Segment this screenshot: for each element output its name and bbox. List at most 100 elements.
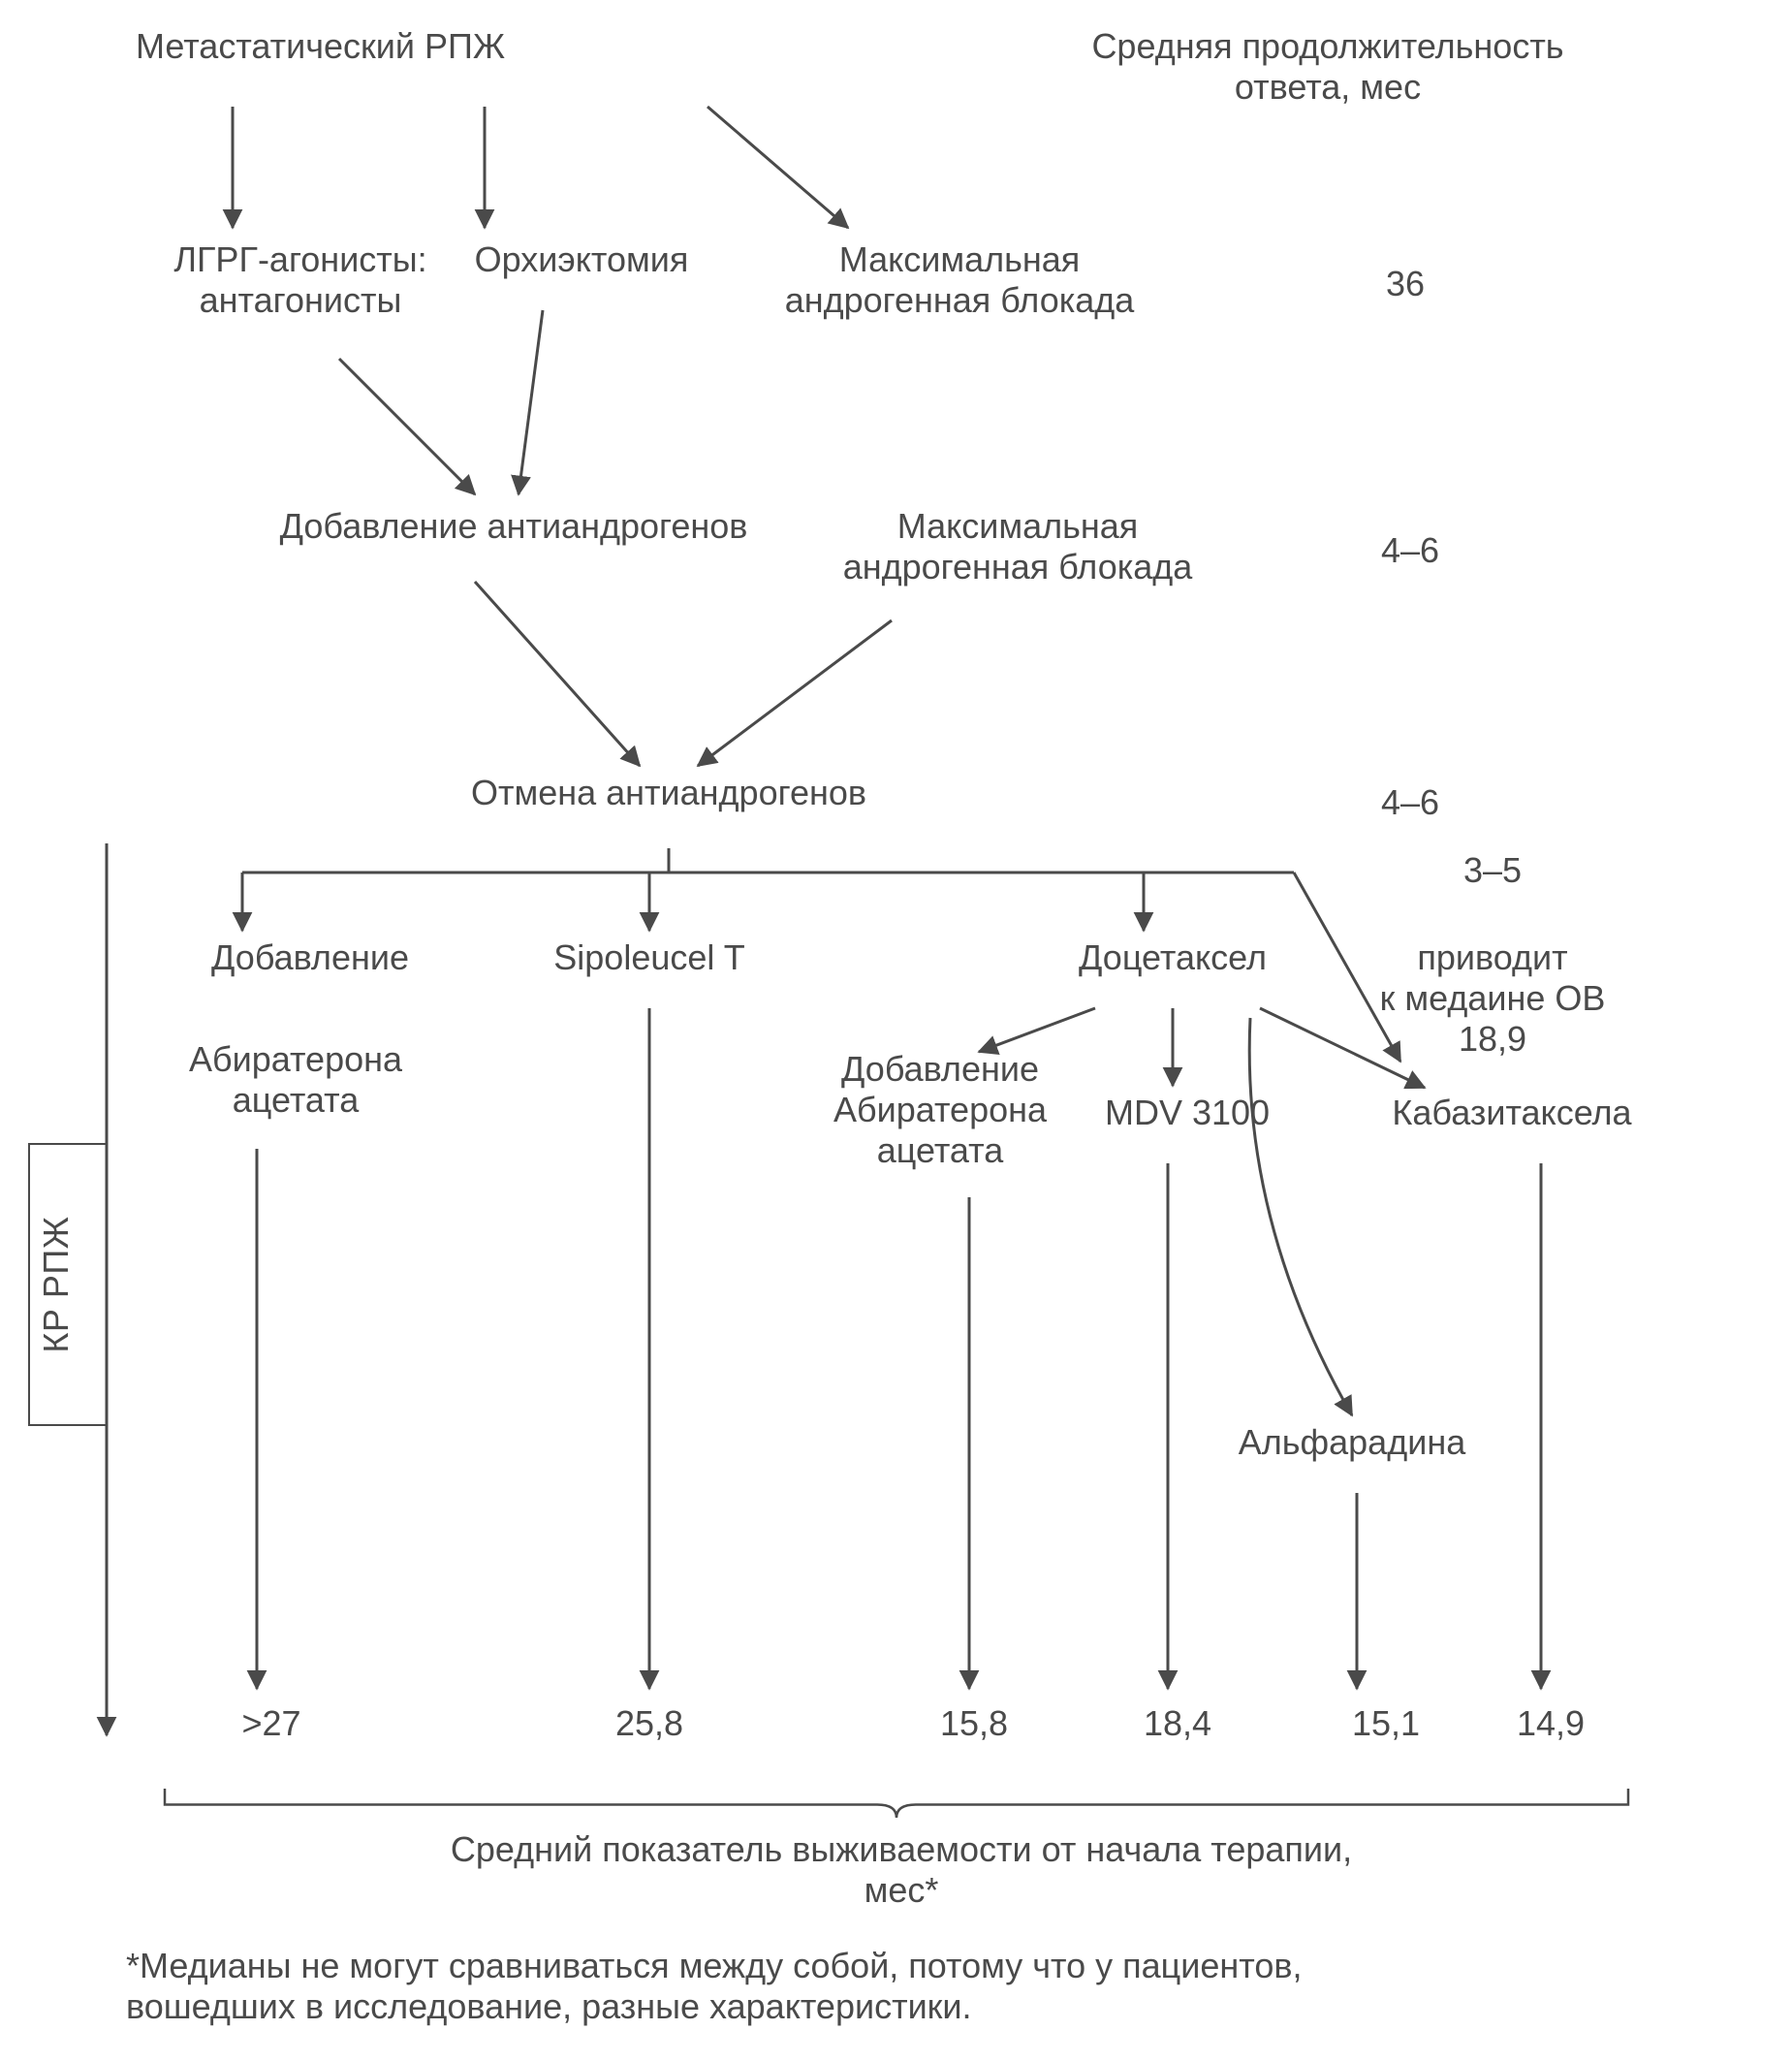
flow-node-text: 4–6: [1381, 530, 1439, 570]
flow-node-res4: 18,4: [1144, 1703, 1211, 1743]
flow-node-add_abir_r: ДобавлениеАбиратеронаацетата: [833, 1049, 1048, 1170]
flow-node-v35: 3–5: [1463, 850, 1522, 890]
flow-node-text: андрогенная блокада: [843, 547, 1194, 587]
svg-text:25,8: 25,8: [615, 1703, 683, 1743]
flow-edge: [698, 620, 892, 766]
flow-node-text: 18,9: [1459, 1019, 1526, 1059]
svg-text:>27: >27: [241, 1703, 300, 1743]
flow-node-text: приводит: [1417, 937, 1567, 977]
flow-node-res5: 15,1: [1352, 1703, 1420, 1743]
flow-node-orch: Орхиэктомия: [475, 239, 689, 279]
svg-text:3–5: 3–5: [1463, 850, 1522, 890]
flow-node-root: Метастатический РПЖ: [136, 26, 505, 66]
flow-node-text: Метастатический РПЖ: [136, 26, 505, 66]
flow-node-text: 15,8: [940, 1703, 1008, 1743]
flow-node-withdraw_aa: Отмена антиандрогенов: [471, 773, 866, 812]
svg-text:Отмена антиандрогенов: Отмена антиандрогенов: [471, 773, 866, 812]
flow-node-text: Средний показатель выживаемости от начал…: [451, 1829, 1352, 1869]
flow-node-res3: 15,8: [940, 1703, 1008, 1743]
flow-edge: [475, 582, 640, 766]
svg-text:14,9: 14,9: [1517, 1703, 1585, 1743]
flow-node-text: Альфарадина: [1239, 1422, 1466, 1462]
flow-node-text: 25,8: [615, 1703, 683, 1743]
flow-node-text: антагонисты: [200, 280, 402, 320]
svg-text:*Медианы не могут сравниваться: *Медианы не могут сравниваться между соб…: [126, 1946, 1303, 2026]
svg-text:15,8: 15,8: [940, 1703, 1008, 1743]
svg-text:MDV 3100: MDV 3100: [1105, 1093, 1270, 1132]
flow-node-text: Добавление антиандрогенов: [280, 506, 748, 546]
flow-node-text: 36: [1386, 264, 1425, 303]
flow-node-text: мес*: [865, 1870, 939, 1910]
svg-text:15,1: 15,1: [1352, 1703, 1420, 1743]
svg-text:приводитк медаине ОВ18,9: приводитк медаине ОВ18,9: [1380, 937, 1606, 1059]
svg-text:18,4: 18,4: [1144, 1703, 1211, 1743]
svg-text:Орхиэктомия: Орхиэктомия: [475, 239, 689, 279]
svg-text:Средний показатель выживаемост: Средний показатель выживаемости от начал…: [451, 1829, 1352, 1910]
flow-node-res1: >27: [241, 1703, 300, 1743]
flow-node-text: ответа, мес: [1235, 67, 1421, 107]
flow-node-text: Добавление: [211, 937, 409, 977]
svg-text:Кабазитаксела: Кабазитаксела: [1392, 1093, 1632, 1132]
flow-node-text: Добавление: [841, 1049, 1039, 1089]
flow-node-add_aa: Добавление антиандрогенов: [280, 506, 748, 546]
flow-edge: [707, 107, 848, 228]
flow-node-text: Доцетаксел: [1079, 937, 1267, 977]
svg-text:Sipoleucel T: Sipoleucel T: [553, 937, 744, 977]
flow-node-text: 14,9: [1517, 1703, 1585, 1743]
flow-node-text: андрогенная блокада: [785, 280, 1136, 320]
flow-node-text: 18,4: [1144, 1703, 1211, 1743]
svg-text:Добавление: Добавление: [211, 937, 409, 977]
svg-text:Средняя продолжительностьответ: Средняя продолжительностьответа, мес: [1091, 26, 1563, 107]
flow-node-text: ЛГРГ-агонисты:: [173, 239, 426, 279]
flow-node-add_abir_l: Добавление: [211, 937, 409, 977]
svg-text:Метастатический РПЖ: Метастатический РПЖ: [136, 26, 505, 66]
flow-node-text: MDV 3100: [1105, 1093, 1270, 1132]
flow-node-text: Абиратерона: [189, 1039, 403, 1079]
flow-node-text: Максимальная: [839, 239, 1081, 279]
svg-text:Альфарадина: Альфарадина: [1239, 1422, 1466, 1462]
svg-text:4–6: 4–6: [1381, 782, 1439, 822]
flow-node-text: 15,1: [1352, 1703, 1420, 1743]
svg-text:36: 36: [1386, 264, 1425, 303]
flow-node-mab1: Максимальнаяандрогенная блокада: [785, 239, 1136, 320]
svg-text:Максимальнаяандрогенная блокад: Максимальнаяандрогенная блокада: [785, 239, 1136, 320]
flow-node-resp_header: Средняя продолжительностьответа, мес: [1091, 26, 1563, 107]
flow-node-v36: 36: [1386, 264, 1425, 303]
flow-node-mdv: MDV 3100: [1105, 1093, 1270, 1132]
svg-text:Добавление антиандрогенов: Добавление антиандрогенов: [280, 506, 748, 546]
flow-node-v46b: 4–6: [1381, 782, 1439, 822]
flow-node-v46a: 4–6: [1381, 530, 1439, 570]
flow-node-sipo: Sipoleucel T: [553, 937, 744, 977]
side-label-text: КР РПЖ: [36, 1216, 76, 1352]
flow-node-text: Sipoleucel T: [553, 937, 744, 977]
flow-node-res6: 14,9: [1517, 1703, 1585, 1743]
svg-text:Максимальнаяандрогенная блокад: Максимальнаяандрогенная блокада: [843, 506, 1194, 587]
flow-node-text: ацетата: [233, 1080, 360, 1120]
flow-node-priv: приводитк медаине ОВ18,9: [1380, 937, 1606, 1059]
svg-text:4–6: 4–6: [1381, 530, 1439, 570]
flow-node-docet: Доцетаксел: [1079, 937, 1267, 977]
flow-node-text: Абиратерона: [833, 1090, 1048, 1129]
svg-text:ЛГРГ-агонисты:антагонисты: ЛГРГ-агонисты:антагонисты: [173, 239, 426, 320]
flow-node-text: *Медианы не могут сравниваться между соб…: [126, 1946, 1303, 1985]
survival-brace: [165, 1789, 1628, 1818]
svg-text:ДобавлениеАбиратеронаацетата: ДобавлениеАбиратеронаацетата: [833, 1049, 1048, 1170]
flow-node-kabaz: Кабазитаксела: [1392, 1093, 1632, 1132]
flow-edge: [339, 359, 475, 494]
svg-text:Доцетаксел: Доцетаксел: [1079, 937, 1267, 977]
flow-node-alpha: Альфарадина: [1239, 1422, 1466, 1462]
flow-node-text: Кабазитаксела: [1392, 1093, 1632, 1132]
flow-node-caption: Средний показатель выживаемости от начал…: [451, 1829, 1352, 1910]
flow-node-text: 4–6: [1381, 782, 1439, 822]
flow-node-text: Максимальная: [897, 506, 1139, 546]
flow-node-lgrg: ЛГРГ-агонисты:антагонисты: [173, 239, 426, 320]
svg-text:Абиратеронаацетата: Абиратеронаацетата: [189, 1039, 403, 1120]
flow-node-mab2: Максимальнаяандрогенная блокада: [843, 506, 1194, 587]
flow-edge: [1249, 1018, 1352, 1415]
flow-node-abir_ac_l: Абиратеронаацетата: [189, 1039, 403, 1120]
flow-node-text: Орхиэктомия: [475, 239, 689, 279]
flow-node-text: Средняя продолжительность: [1091, 26, 1563, 66]
flow-edge: [979, 1008, 1095, 1052]
flow-edge: [1260, 1008, 1425, 1088]
flow-node-text: 3–5: [1463, 850, 1522, 890]
